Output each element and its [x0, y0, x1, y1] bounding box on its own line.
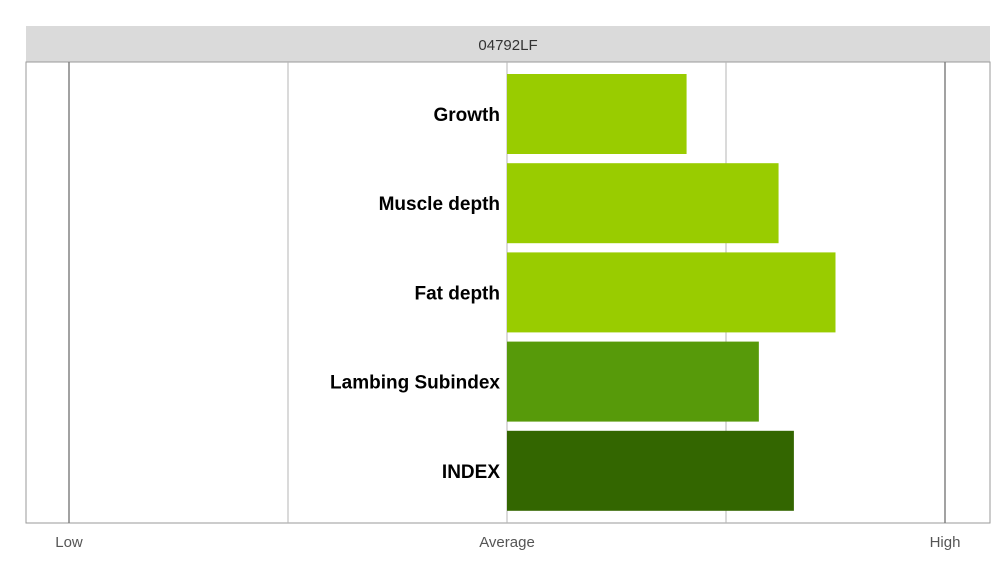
category-labels: Growth Muscle depth Fat depth Lambing Subin… — [330, 105, 500, 483]
category-label: Muscle depth — [379, 194, 500, 215]
plot-frame — [25, 61, 991, 524]
title-band — [26, 26, 990, 62]
category-label: INDEX — [442, 462, 500, 483]
category-label: Growth — [434, 105, 501, 126]
bar — [507, 74, 687, 154]
x-axis-tick-labels: Low Average High — [55, 534, 960, 551]
bar — [507, 430, 794, 511]
chart-title: 04792LF — [478, 37, 537, 54]
x-tick-label: Average — [479, 534, 535, 551]
bar — [507, 163, 779, 244]
bar — [507, 341, 759, 422]
x-tick-label: High — [930, 534, 961, 551]
bar — [507, 252, 836, 333]
category-label: Lambing Subindex — [330, 373, 500, 394]
bars — [507, 74, 836, 511]
x-tick-label: Low — [55, 534, 83, 551]
category-label: Fat depth — [415, 283, 501, 304]
